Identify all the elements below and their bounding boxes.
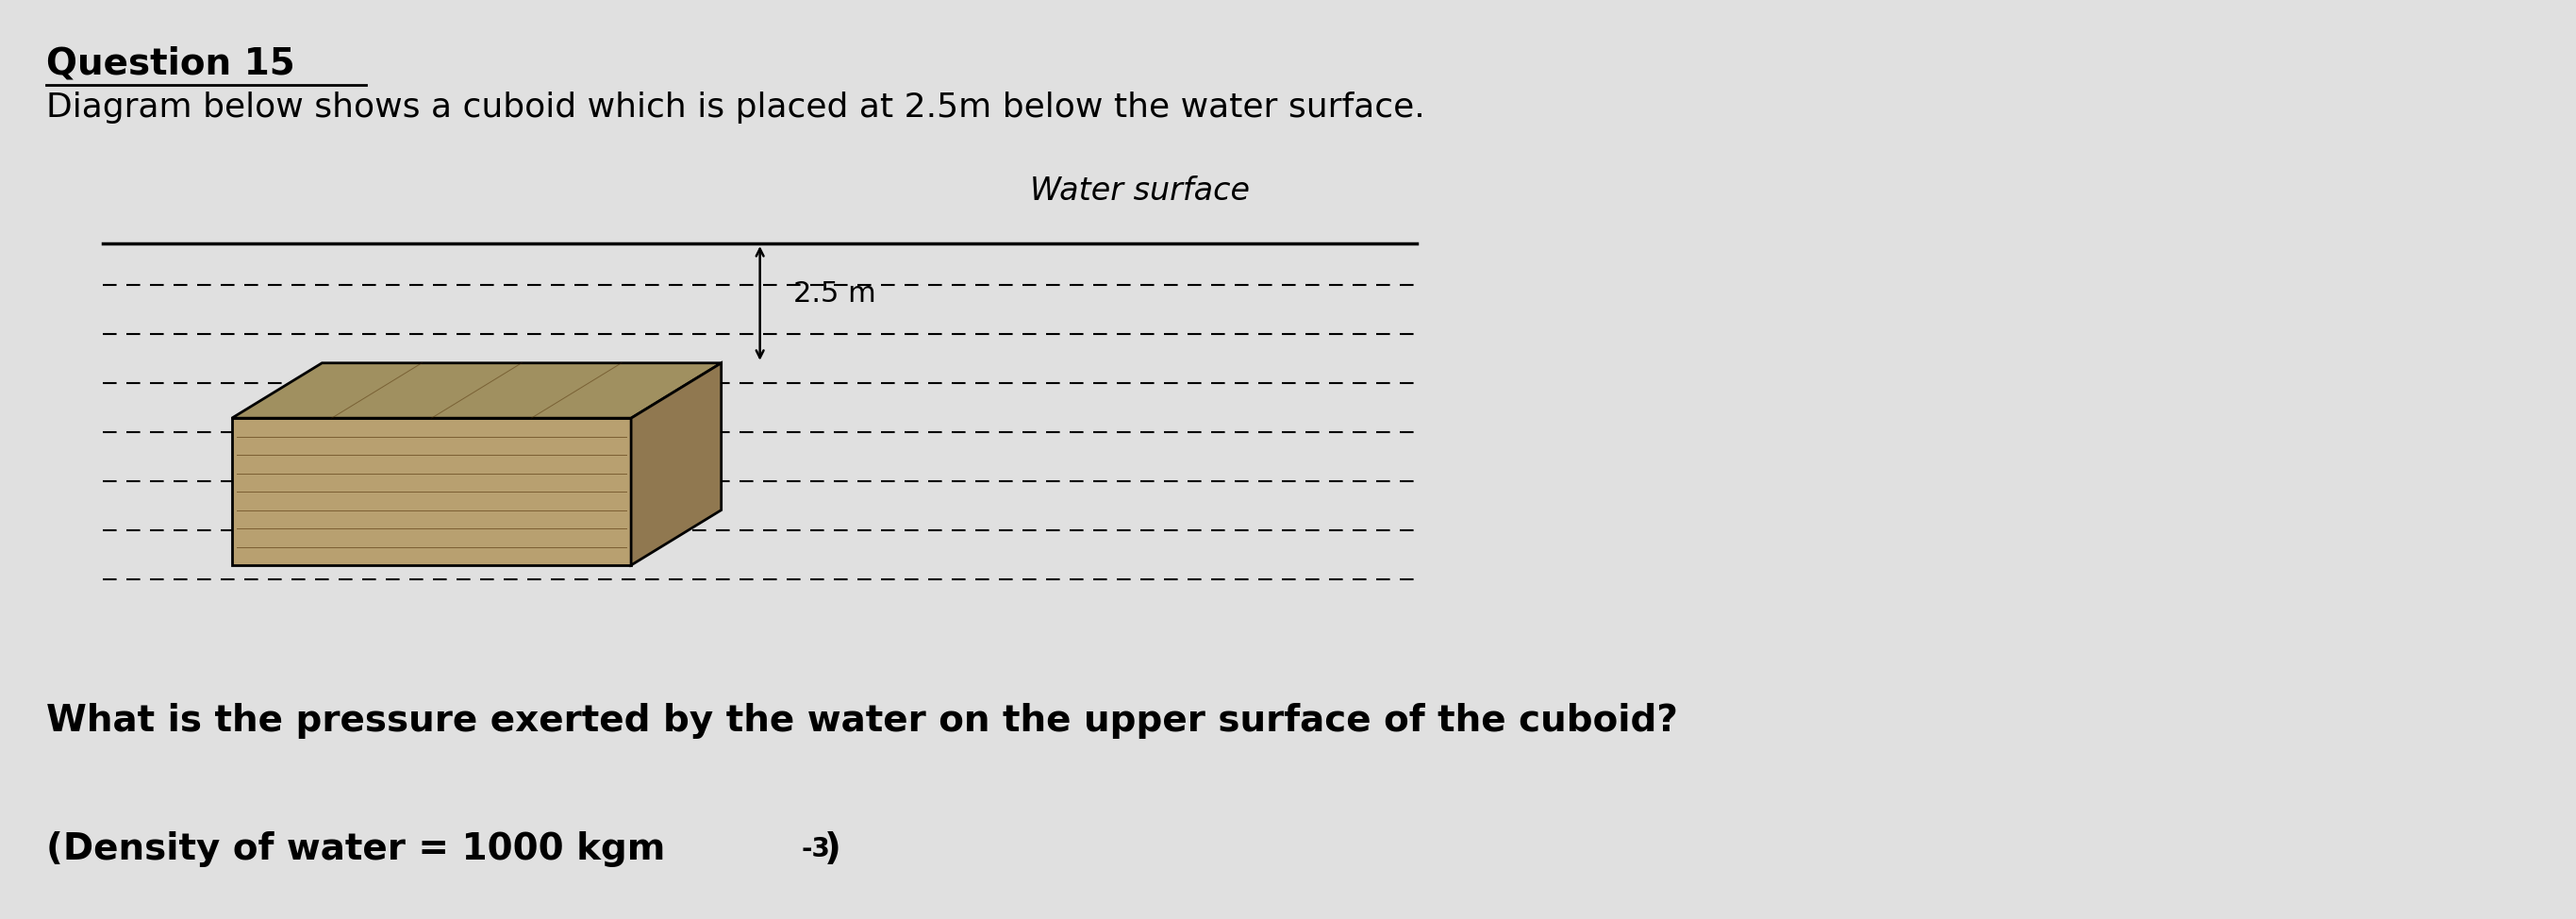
Polygon shape	[631, 363, 721, 565]
Text: Water surface: Water surface	[1030, 176, 1249, 207]
Text: What is the pressure exerted by the water on the upper surface of the cuboid?: What is the pressure exerted by the wate…	[46, 703, 1677, 739]
Text: ): )	[824, 832, 842, 868]
Polygon shape	[232, 363, 721, 418]
Text: (Density of water = 1000 kgm: (Density of water = 1000 kgm	[46, 832, 665, 868]
Text: Diagram below shows a cuboid which is placed at 2.5m below the water surface.: Diagram below shows a cuboid which is pl…	[46, 92, 1425, 124]
Text: Question 15: Question 15	[46, 46, 296, 82]
Polygon shape	[232, 418, 631, 565]
Text: -3: -3	[801, 836, 829, 863]
Text: 2.5 m: 2.5 m	[793, 280, 876, 308]
